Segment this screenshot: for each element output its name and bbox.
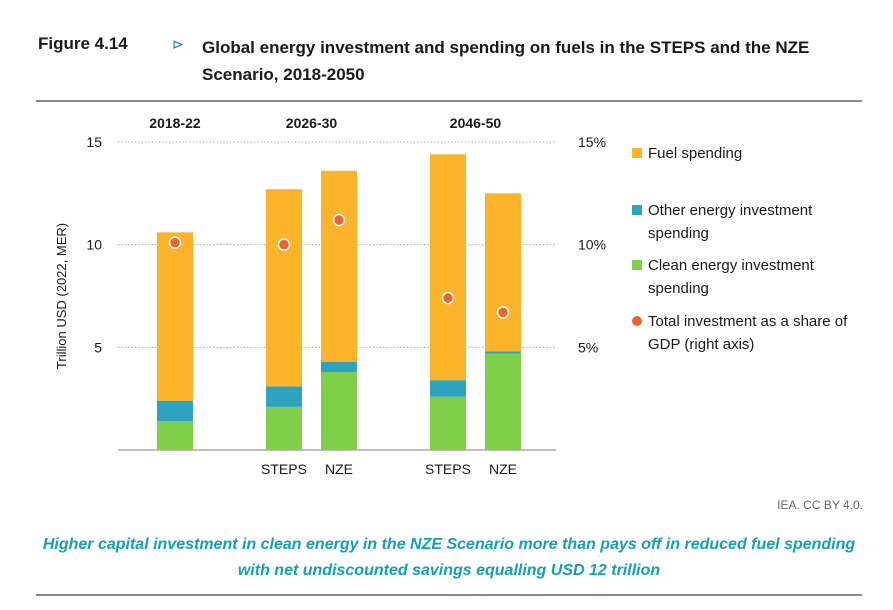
legend-swatch-clean xyxy=(632,260,642,270)
bar-fuel xyxy=(321,170,357,362)
label-layer: 5 10 15 5% 10% 15% Trillion USD (2022, MER) STE… xyxy=(54,115,606,477)
share-dot xyxy=(496,306,510,319)
legend-swatch-share xyxy=(632,316,642,326)
bar-clean xyxy=(157,421,193,450)
legend-label-share: Total investment as a share of GDP (righ… xyxy=(648,313,848,353)
bar-other xyxy=(430,380,466,397)
top-divider xyxy=(36,100,862,102)
bar-layer xyxy=(157,154,521,450)
share-dot xyxy=(441,291,455,305)
x-tick-label: STEPS xyxy=(261,461,307,477)
legend-swatch-other xyxy=(632,205,642,215)
legend-swatch-fuel xyxy=(632,148,642,158)
figure-label: Figure 4.14 xyxy=(38,34,128,53)
bar-clean xyxy=(430,396,466,450)
y-tick-label: 5 xyxy=(94,339,102,355)
bottom-divider xyxy=(36,594,862,596)
bar-fuel xyxy=(266,189,302,387)
dot-layer xyxy=(168,213,510,319)
group-label: 2018-22 xyxy=(149,115,201,131)
y-axis-label: Trillion USD (2022, MER) xyxy=(54,223,69,369)
group-label: 2026-30 xyxy=(286,115,338,131)
y2-tick-label: 5% xyxy=(578,339,598,355)
caption: Higher capital investment in clean energ… xyxy=(42,536,856,579)
y-tick-label: 15 xyxy=(86,134,102,150)
bar-clean xyxy=(321,371,357,450)
bar-clean xyxy=(266,406,302,450)
bar-fuel xyxy=(430,154,466,381)
legend-label-clean: Clean energy investment spending xyxy=(648,257,814,297)
y2-tick-label: 15% xyxy=(578,134,606,150)
legend-label-fuel: Fuel spending xyxy=(648,145,743,162)
figure-title: Global energy investment and spending on… xyxy=(202,38,810,84)
bar-clean xyxy=(485,353,521,450)
credit-text: IEA. CC BY 4.0. xyxy=(777,498,863,512)
bar-other xyxy=(485,351,521,354)
share-dot xyxy=(277,238,291,251)
y-tick-label: 10 xyxy=(86,237,102,253)
bar-fuel xyxy=(157,232,193,401)
figure-arrow-icon: ⊳ xyxy=(172,36,184,52)
bar-other xyxy=(157,400,193,422)
y2-tick-label: 10% xyxy=(578,237,606,253)
x-tick-label: NZE xyxy=(489,461,517,477)
share-dot xyxy=(332,213,346,227)
legend-label-other: Other energy investment spending xyxy=(648,202,813,242)
bar-other xyxy=(266,386,302,407)
bar-fuel xyxy=(485,193,521,352)
group-label: 2046-50 xyxy=(450,115,502,131)
x-tick-label: STEPS xyxy=(425,461,471,477)
share-dot xyxy=(168,236,182,249)
bar-other xyxy=(321,361,357,372)
x-tick-label: NZE xyxy=(325,461,353,477)
